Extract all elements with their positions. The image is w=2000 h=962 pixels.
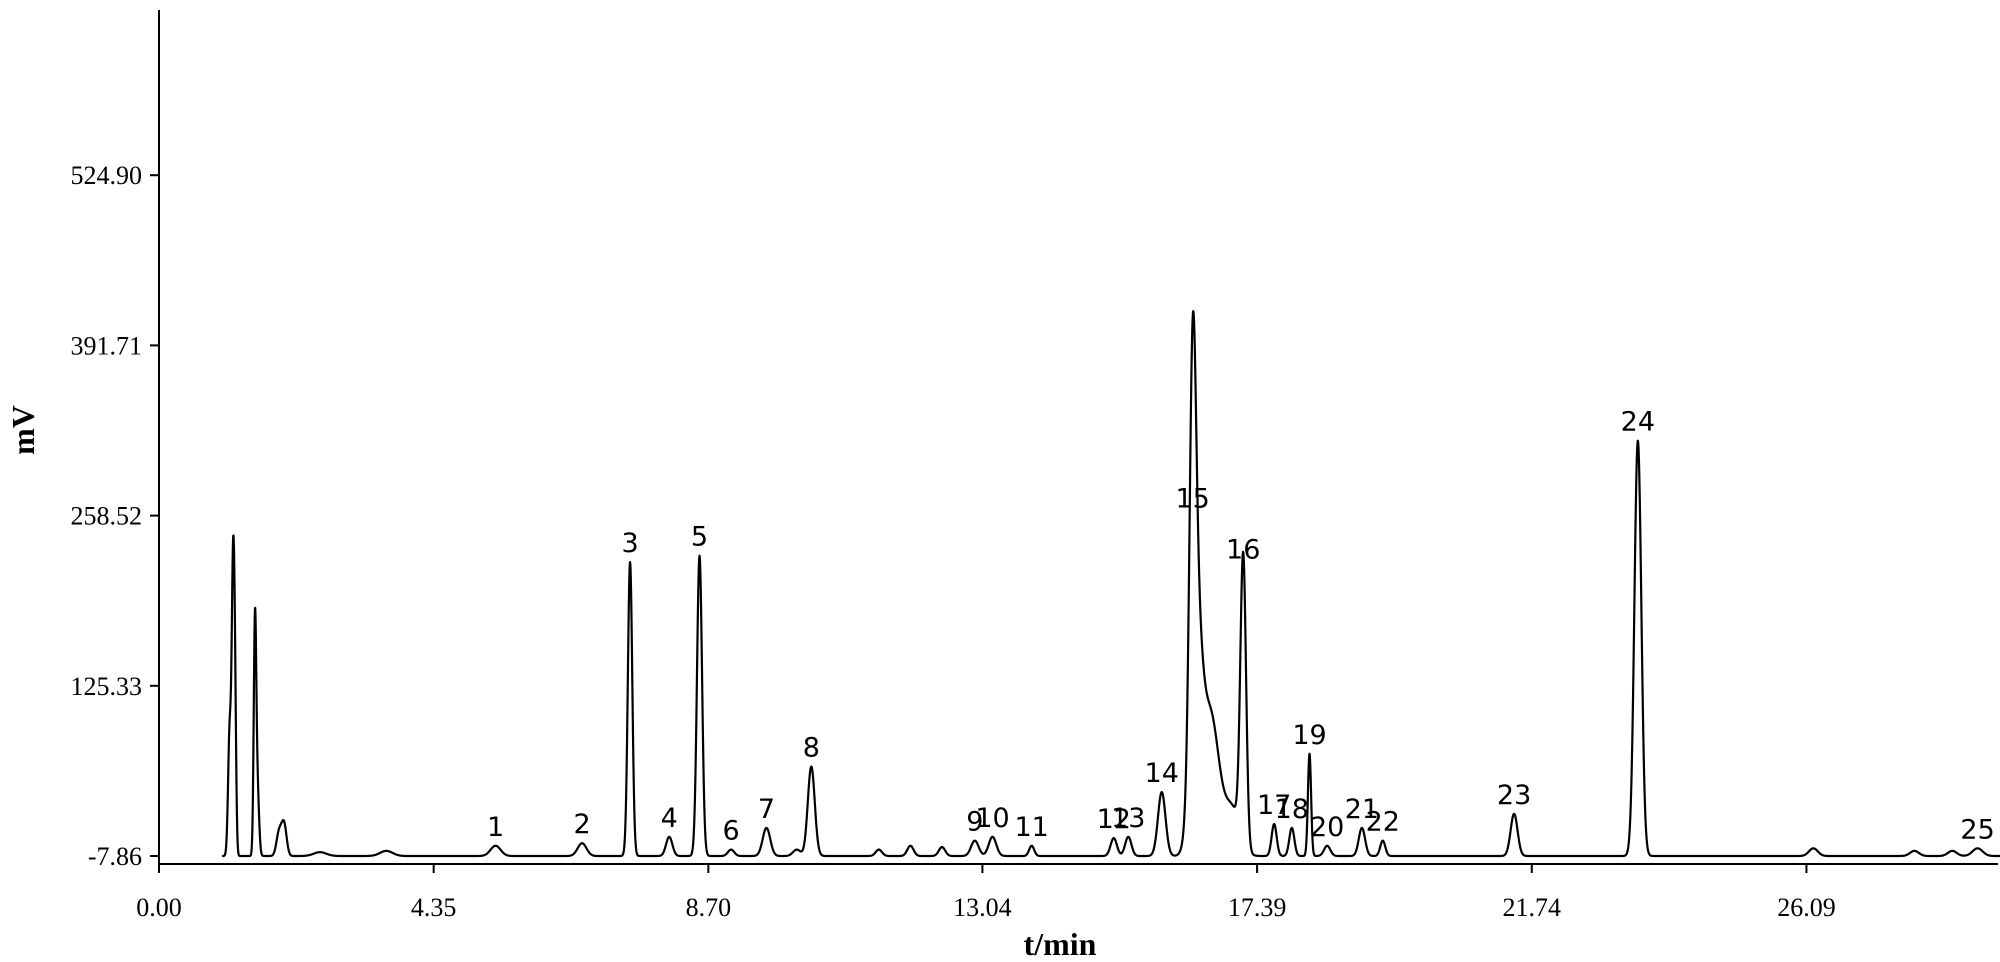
peak-label-11: 11: [1014, 812, 1048, 843]
peak-label-8: 8: [803, 733, 820, 764]
peak-label-20: 20: [1310, 812, 1344, 843]
peak-label-14: 14: [1145, 758, 1179, 789]
peak-label-6: 6: [722, 816, 739, 847]
x-tick-label: 13.04: [953, 893, 1012, 922]
y-tick-label: 391.71: [71, 331, 143, 360]
y-tick-label: 258.52: [71, 502, 143, 531]
y-tick-label: 125.33: [71, 672, 143, 701]
peak-label-13: 13: [1111, 803, 1145, 834]
peak-label-24: 24: [1621, 407, 1655, 438]
peak-label-19: 19: [1292, 720, 1326, 751]
x-tick-label: 26.09: [1777, 893, 1836, 922]
peak-label-9: 9: [966, 807, 983, 838]
peak-label-18: 18: [1275, 794, 1309, 825]
peak-label-1: 1: [487, 812, 504, 843]
peak-label-3: 3: [621, 528, 638, 559]
y-axis-ticks: -7.86 125.33 258.52 391.71 524.90: [71, 161, 159, 871]
x-tick-label: 17.39: [1228, 893, 1287, 922]
peak-label-22: 22: [1366, 807, 1400, 838]
peak-label-12: 12: [1097, 804, 1131, 835]
peak-label-25: 25: [1960, 814, 1994, 845]
x-tick-label: 0.00: [136, 893, 182, 922]
peak-label-17: 17: [1257, 790, 1291, 821]
peak-label-16: 16: [1226, 534, 1260, 565]
y-axis-title: mV: [5, 405, 41, 455]
x-tick-label: 8.70: [686, 893, 732, 922]
peak-label-7: 7: [758, 794, 775, 825]
chromatogram-trace: [221, 310, 2000, 858]
peak-label-2: 2: [573, 809, 590, 840]
peak-label-5: 5: [691, 522, 708, 553]
x-axis-title: t/min: [1024, 926, 1097, 962]
peak-label-15: 15: [1176, 483, 1210, 514]
peak-label-21: 21: [1345, 794, 1379, 825]
x-tick-label: 4.35: [411, 893, 457, 922]
peak-label-10: 10: [975, 803, 1009, 834]
y-tick-label: -7.86: [88, 842, 142, 871]
peak-label-4: 4: [661, 803, 678, 834]
y-tick-label: 524.90: [71, 161, 143, 190]
x-tick-label: 21.74: [1503, 893, 1562, 922]
peak-label-23: 23: [1497, 780, 1531, 811]
